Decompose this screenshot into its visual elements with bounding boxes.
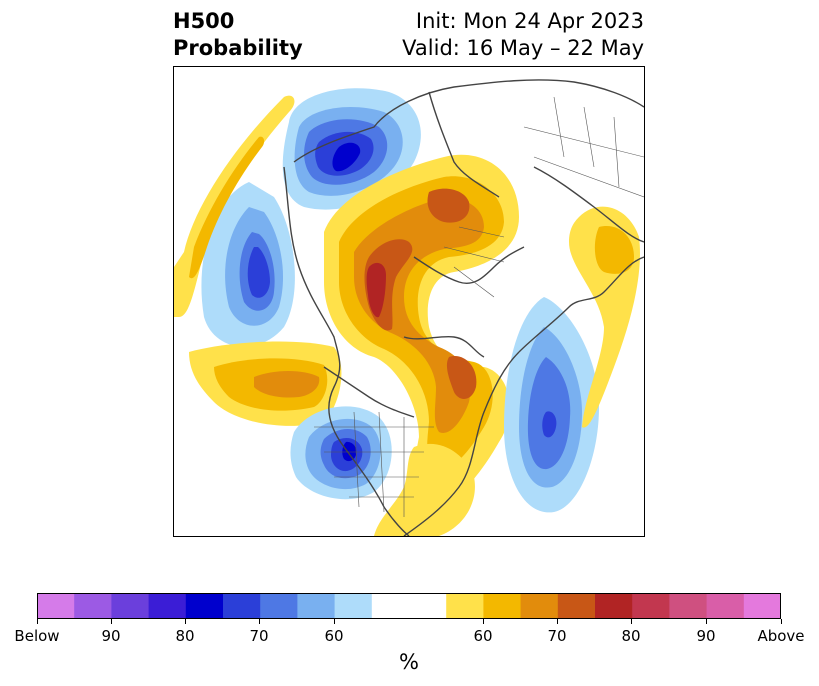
colorbar-tick-label: 90: [101, 627, 121, 645]
colorbar-segment: [223, 593, 261, 619]
map-svg: [174, 79, 644, 536]
colorbar-tick-mark: [706, 619, 707, 624]
anomaly-east-pacific: [189, 341, 342, 426]
colorbar-segment: [669, 593, 708, 619]
colorbar-segment: [371, 593, 447, 619]
colorbar-tick-label: 60: [473, 627, 493, 645]
colorbar-tick-mark: [483, 619, 484, 624]
colorbar-segment: [111, 593, 150, 619]
colorbar-segment: [446, 593, 484, 619]
init-date: Init: Mon 24 Apr 2023: [415, 9, 644, 33]
colorbar-tick-label: 90: [696, 627, 716, 645]
borders: [314, 96, 644, 517]
colorbar-tick-label: Below: [14, 627, 60, 645]
colorbar-tick-label: 60: [324, 627, 344, 645]
colorbar-segment: [260, 593, 298, 619]
colorbar-tick-mark: [631, 619, 632, 624]
colorbar-tick-label: 70: [249, 627, 269, 645]
coastlines: [283, 79, 644, 536]
colorbar-segment: [334, 593, 373, 619]
colorbar-tick-mark: [259, 619, 260, 624]
title-left: H500 Probability: [173, 8, 303, 62]
anomaly-arctic: [324, 154, 519, 507]
colorbar-segment: [595, 593, 633, 619]
anomaly-europe: [569, 206, 640, 428]
colorbar-tick-mark: [781, 619, 782, 624]
colorbar-tick-mark: [334, 619, 335, 624]
colorbar-segment: [185, 593, 224, 619]
title-right: Init: Mon 24 Apr 2023 Valid: 16 May – 22…: [402, 8, 644, 62]
colorbar-tick-mark: [111, 619, 112, 624]
colorbar: [37, 593, 781, 619]
anomaly-eastern-us: [374, 443, 475, 536]
colorbar-segment: [483, 593, 522, 619]
colorbar-segment: [148, 593, 187, 619]
anomaly-atlantic: [504, 297, 599, 513]
colorbar-segment: [557, 593, 596, 619]
colorbar-segment: [632, 593, 670, 619]
colorbar-border: [37, 593, 781, 619]
title-subtitle: Probability: [173, 36, 303, 60]
probability-map: [173, 66, 645, 537]
title-field: H500: [173, 9, 235, 33]
colorbar-segment: [706, 593, 745, 619]
anomaly-pacific-west: [201, 182, 295, 347]
colorbar-tick-label: 70: [547, 627, 567, 645]
colorbar-segment: [37, 593, 75, 619]
colorbar-segment: [520, 593, 559, 619]
colorbar-tick-label: 80: [175, 627, 195, 645]
anomaly-north-pacific: [174, 95, 295, 317]
colorbar-unit: %: [399, 650, 419, 674]
colorbar-tick-label: 80: [621, 627, 641, 645]
colorbar-tick-mark: [185, 619, 186, 624]
colorbar-segment: [743, 593, 781, 619]
colorbar-tick-mark: [557, 619, 558, 624]
anomaly-siberia: [282, 88, 421, 210]
valid-range: Valid: 16 May – 22 May: [402, 36, 644, 60]
colorbar-segment: [297, 593, 336, 619]
anomaly-north-america: [290, 406, 392, 500]
colorbar-tick-mark: [37, 619, 38, 624]
colorbar-tick-label: Above: [757, 627, 805, 645]
colorbar-segment: [74, 593, 112, 619]
